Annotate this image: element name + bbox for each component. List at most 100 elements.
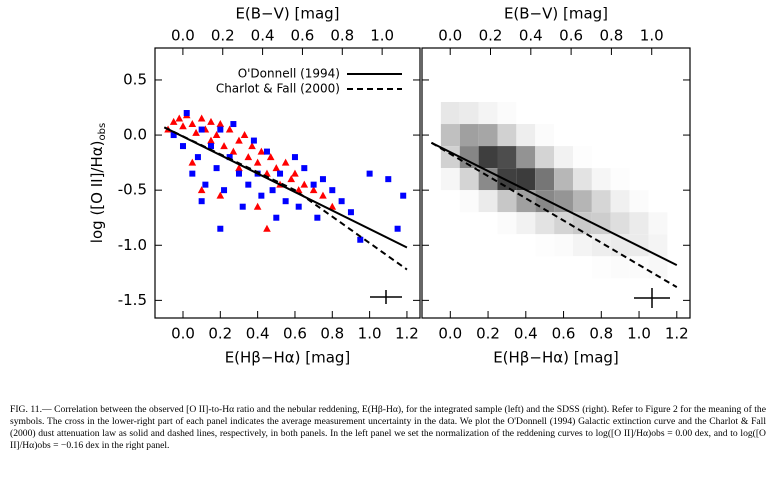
y-axis-label: log ([O II]/Hα)obs — [88, 123, 109, 243]
square-point — [282, 198, 289, 205]
density-cell — [572, 212, 592, 235]
triangle-point — [281, 158, 290, 166]
square-point — [269, 187, 276, 194]
density-cell — [497, 212, 517, 235]
density-cell — [440, 168, 460, 191]
triangle-point — [240, 131, 249, 139]
triangle-point — [225, 125, 234, 133]
panel — [430, 102, 678, 289]
square-point — [329, 187, 336, 194]
x-tick-label: 0.2 — [208, 325, 232, 343]
square-point — [263, 148, 270, 155]
density-cell — [648, 102, 668, 125]
x2-tick-label: 0.2 — [211, 27, 235, 45]
square-point — [366, 170, 373, 177]
density-cell — [516, 212, 536, 235]
triangle-point — [319, 191, 327, 199]
density-cell — [572, 168, 592, 191]
y-tick-label: 0.5 — [123, 70, 147, 88]
square-point — [338, 198, 345, 205]
density-cell — [535, 212, 555, 235]
triangle-point — [309, 186, 318, 194]
triangle-point — [179, 122, 187, 130]
density-cell — [478, 190, 498, 213]
x-axis-label: E(Hβ−Hα) [mag] — [493, 349, 619, 367]
x-tick-label: 0.6 — [552, 325, 576, 343]
density-cell — [591, 102, 611, 125]
x2-tick-label: 0.8 — [599, 27, 623, 45]
density-cell — [629, 102, 649, 125]
triangle-point — [287, 175, 296, 183]
density-cell — [440, 124, 460, 147]
x2-tick-label: 1.0 — [370, 27, 394, 45]
triangle-point — [197, 186, 206, 194]
density-cell — [459, 102, 479, 125]
density-cell — [648, 212, 668, 235]
square-point — [273, 214, 280, 221]
density-cell — [478, 146, 498, 169]
density-cell — [535, 124, 555, 147]
density-cell — [629, 124, 649, 147]
square-point — [319, 176, 326, 183]
y-axis-label-main: log ([O II]/Hα) — [88, 141, 106, 244]
density-cell — [648, 256, 668, 279]
chart: 0.0 0.2 0.4 0.6 0.8 1.0 1.2 0.0 0.2 0.4 0.6 0.8 1.0 -… — [88, 5, 691, 367]
density-cell — [440, 234, 460, 257]
x-tick-label: 0.4 — [514, 325, 538, 343]
density-cell — [497, 124, 517, 147]
density-cell — [516, 234, 536, 257]
density-cell — [478, 256, 498, 279]
square-point — [179, 143, 186, 150]
density-cell — [440, 102, 460, 125]
x2-tick-label: 0.4 — [251, 27, 275, 45]
square-point — [226, 154, 233, 161]
square-point — [202, 181, 209, 188]
x-tick-label: 0.2 — [476, 325, 500, 343]
density-cell — [554, 212, 573, 235]
density-cell — [535, 146, 555, 169]
x-axis-label: E(Hβ−Hα) [mag] — [225, 349, 351, 367]
triangle-point — [188, 120, 197, 128]
density-cell — [591, 168, 611, 191]
error-cross — [370, 288, 670, 308]
square-point — [314, 214, 321, 221]
density-cell — [648, 146, 668, 169]
density-cell — [497, 168, 517, 191]
triangle-point — [263, 224, 271, 232]
density-cell — [591, 256, 611, 279]
x2-tick-label: 0.8 — [330, 27, 354, 45]
density-cell — [497, 146, 517, 169]
x2-tick-label: 0.6 — [559, 27, 583, 45]
density-cell — [497, 190, 517, 213]
density-cell — [478, 234, 498, 257]
density-cell — [516, 102, 536, 125]
density-cell — [440, 212, 460, 235]
reddening-curve — [163, 126, 408, 271]
square-point — [277, 170, 284, 177]
x2-tick-label: 0.2 — [479, 27, 503, 45]
density-cell — [554, 234, 573, 257]
x-tick-label: 0.4 — [246, 325, 270, 343]
density-cell — [610, 168, 630, 191]
density-cell — [459, 146, 479, 169]
density-cell — [610, 256, 630, 279]
x-tick-label: 0.0 — [171, 325, 195, 343]
density-cell — [648, 168, 668, 191]
density-cell — [440, 190, 460, 213]
density-cell — [572, 256, 592, 279]
density-cell — [554, 168, 573, 191]
density-cell — [535, 234, 555, 257]
density-cell — [459, 124, 479, 147]
square-point — [385, 176, 392, 183]
plot-frame — [154, 47, 421, 319]
square-point — [217, 126, 224, 133]
x-tick-label: 1.0 — [358, 325, 382, 343]
triangle-point — [169, 117, 178, 125]
density-cell — [459, 234, 479, 257]
density-cell — [535, 168, 555, 191]
triangle-point — [188, 158, 197, 166]
density-cell — [554, 146, 573, 169]
triangle-point — [207, 117, 215, 125]
density-cell — [478, 124, 498, 147]
